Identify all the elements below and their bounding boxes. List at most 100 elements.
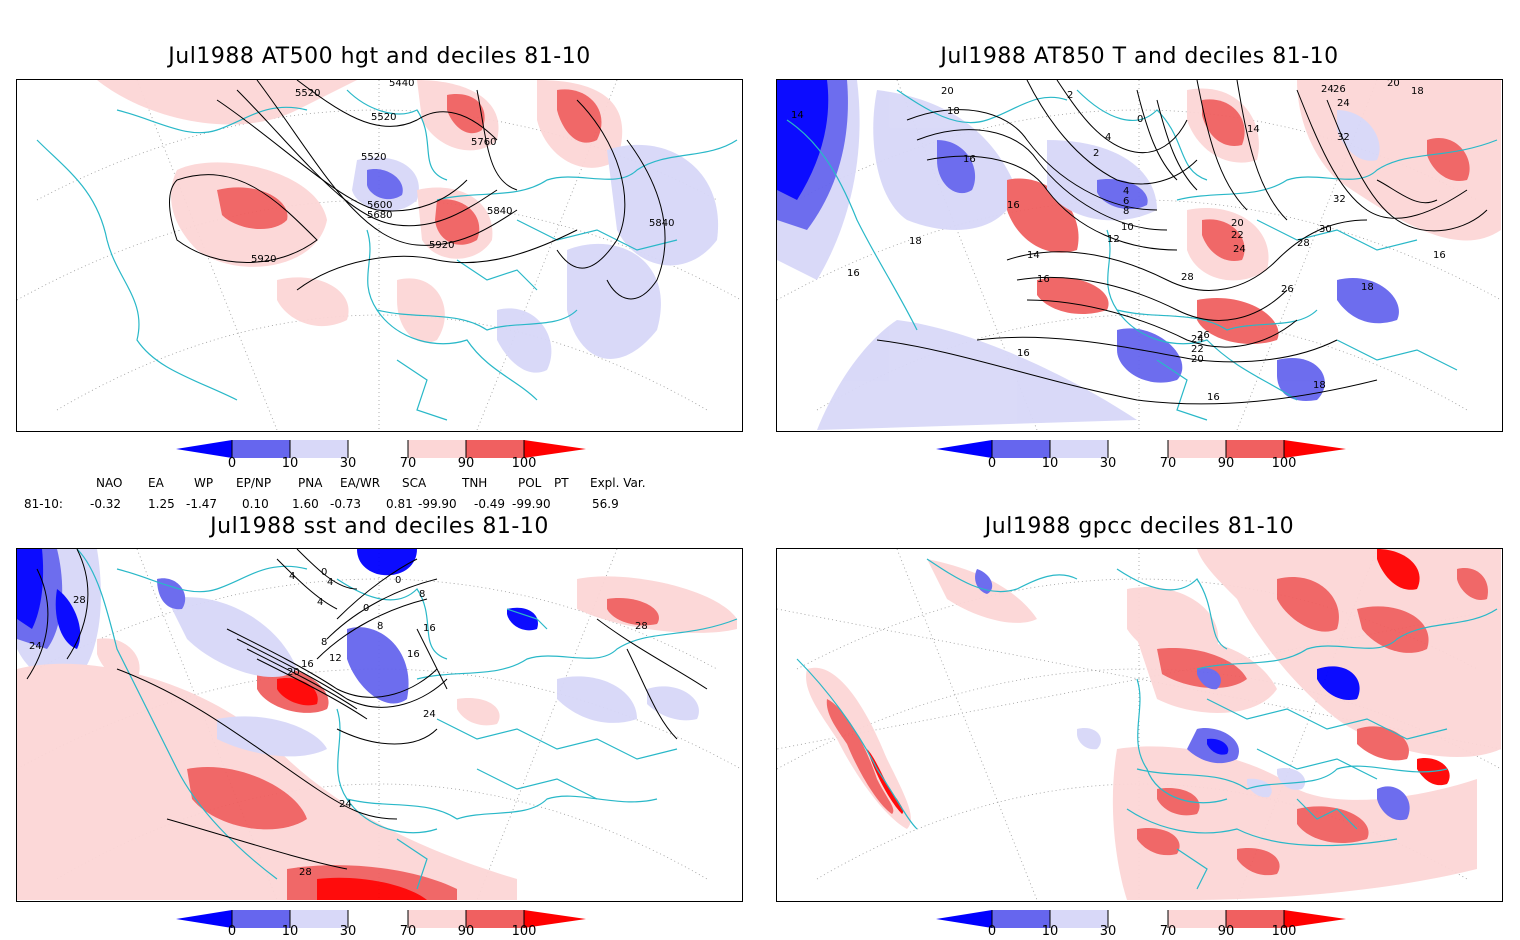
colorbar-sst: 0 10 30 70 90 100 — [176, 910, 586, 940]
map-sst: 24 28 20 16 12 8 8 8 4 4 0 0 0 4 16 16 2… — [16, 548, 743, 902]
map-t850: 14 20 18 16 16 18 16 14 16 12 10 8 6 4 4… — [776, 79, 1503, 432]
index-value: -99.90 — [512, 497, 551, 511]
index-header: EA — [148, 476, 164, 490]
colorbar-tick: 30 — [1099, 456, 1117, 471]
index-header: POL — [518, 476, 542, 490]
contour-label: 5760 — [471, 137, 496, 148]
contour-label: 2 — [1067, 90, 1073, 101]
contour-label: 24 — [1337, 98, 1350, 109]
contour-label: 14 — [791, 110, 804, 121]
contour-label: 14 — [1247, 124, 1260, 135]
contour-label: 8 — [419, 589, 425, 600]
contour-label: 28 — [73, 595, 86, 606]
index-header: EP/NP — [236, 476, 272, 490]
contour-label: 4 — [1105, 132, 1111, 143]
contour-label: 18 — [1313, 380, 1326, 391]
colorbar-gpcc: 0 10 30 70 90 100 — [936, 910, 1346, 940]
index-row-label: 81-10: — [24, 497, 63, 511]
colorbar-tick: 0 — [227, 456, 237, 471]
contour-label: 16 — [407, 649, 420, 660]
colorbar-tick: 100 — [1271, 924, 1297, 939]
contour-label: 16 — [963, 154, 976, 165]
colorbar-tick: 30 — [339, 924, 357, 939]
contour-label: 5920 — [429, 240, 454, 251]
index-value: 0.81 — [386, 497, 413, 511]
contour-label: 16 — [1433, 250, 1446, 261]
contour-label: 5840 — [487, 206, 512, 217]
index-value: -0.32 — [90, 497, 122, 511]
contour-label: 5840 — [649, 218, 674, 229]
colorbar-tick: 10 — [1041, 924, 1059, 939]
index-header: EA/WR — [340, 476, 381, 490]
colorbar-hgt500: 0 10 30 70 90 100 — [176, 440, 586, 476]
contour-label: 20 — [1231, 218, 1244, 229]
index-value: -0.49 — [474, 497, 506, 511]
colorbar-tick: 70 — [1159, 456, 1177, 471]
contour-label: 30 — [1319, 224, 1332, 235]
index-header: WP — [194, 476, 214, 490]
contour-label: 0 — [363, 603, 369, 614]
contour-label: 8 — [1123, 206, 1129, 217]
contour-label: 16 — [1207, 392, 1220, 403]
contour-label: 5920 — [251, 254, 276, 265]
colorbar-tick: 0 — [227, 924, 237, 939]
colorbar-tick: 10 — [1041, 456, 1059, 471]
panel-title-hgt500: Jul1988 AT500 hgt and deciles 81-10 — [168, 44, 591, 69]
contour-label: 26 — [1281, 284, 1294, 295]
contour-label: 8 — [377, 621, 383, 632]
colorbar-tick: 100 — [511, 456, 537, 471]
contour-label: 14 — [1027, 250, 1040, 261]
contour-label: 0 — [1137, 114, 1143, 125]
contour-label: 5600 — [367, 200, 392, 211]
index-header: SCA — [402, 476, 427, 490]
index-value: -0.73 — [330, 497, 362, 511]
contour-label: 4 — [1123, 186, 1129, 197]
index-header: PNA — [298, 476, 323, 490]
contour-label: 2 — [1093, 148, 1099, 159]
colorbar-t850: 0 10 30 70 90 100 — [936, 440, 1346, 476]
index-value: 56.9 — [592, 497, 619, 511]
contour-label: 24 — [29, 641, 42, 652]
panel-title-sst: Jul1988 sst and deciles 81-10 — [210, 514, 549, 539]
colorbar-tick: 70 — [399, 924, 417, 939]
colorbar-tick: 0 — [987, 456, 997, 471]
contour-label: 16 — [301, 659, 314, 670]
colorbar-tick: 70 — [1159, 924, 1177, 939]
map-hgt500: 5440 5520 5520 5520 5600 5680 5760 5840 … — [16, 79, 743, 432]
contour-label: 20 — [1191, 354, 1204, 365]
contour-label: 16 — [1017, 348, 1030, 359]
index-value: 0.10 — [242, 497, 269, 511]
contour-label: 20 — [1387, 80, 1400, 89]
contour-label: 18 — [1361, 282, 1374, 293]
contour-label: 16 — [423, 623, 436, 634]
contour-label: 5520 — [361, 152, 386, 163]
index-header: TNH — [462, 476, 488, 490]
colorbar-tick: 90 — [1217, 924, 1235, 939]
contour-label: 5520 — [295, 88, 320, 99]
colorbar-tick: 10 — [281, 456, 299, 471]
contour-label: 24 — [1233, 244, 1246, 255]
contour-label: 4 — [289, 571, 295, 582]
index-value: -1.47 — [186, 497, 218, 511]
contour-label: 28 — [635, 621, 648, 632]
contour-label: 8 — [321, 637, 327, 648]
contour-label: 6 — [1123, 196, 1129, 207]
contour-label: 22 — [1231, 230, 1244, 241]
map-gpcc — [776, 548, 1503, 902]
colorbar-tick: 30 — [339, 456, 357, 471]
contour-label: 28 — [299, 867, 312, 878]
contour-label: 32 — [1337, 132, 1350, 143]
contour-label: 20 — [941, 86, 954, 97]
colorbar-tick: 0 — [987, 924, 997, 939]
contour-label: 5520 — [371, 112, 396, 123]
contour-label: 16 — [1037, 274, 1050, 285]
index-header: PT — [554, 476, 569, 490]
teleconnection-index-table: NAO EA WP EP/NP PNA EA/WR SCA TNH POL PT… — [0, 476, 700, 516]
contour-label: 4 — [327, 577, 333, 588]
contour-label: 18 — [909, 236, 922, 247]
index-header: NAO — [96, 476, 123, 490]
contour-label: 18 — [1411, 86, 1424, 97]
colorbar-tick: 70 — [399, 456, 417, 471]
colorbar-tick: 90 — [457, 456, 475, 471]
contour-label: 24 — [1321, 84, 1334, 95]
